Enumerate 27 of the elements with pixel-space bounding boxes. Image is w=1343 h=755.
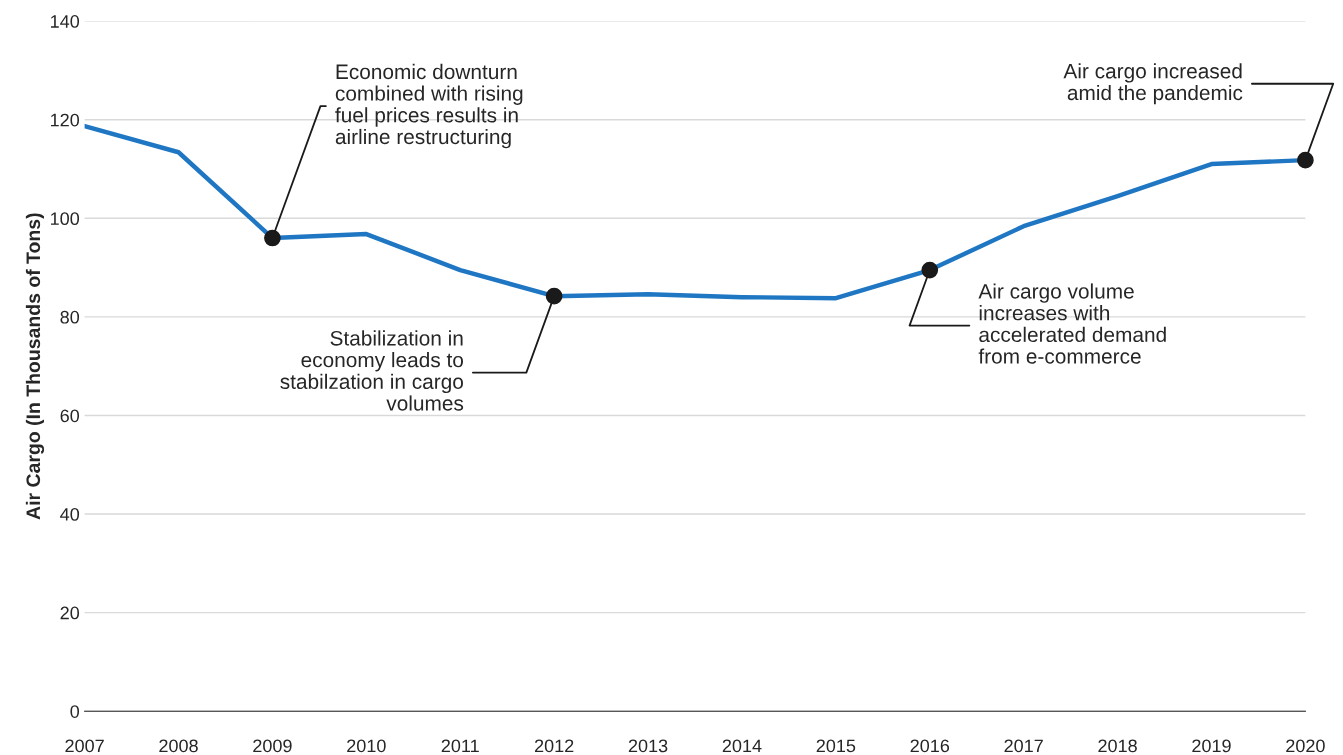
annotation: Stabilization in economy leads to stabilzation in cargo volumes <box>280 330 464 411</box>
y-tick-label: 140 <box>51 15 80 28</box>
y-tick-label: 100 <box>51 212 80 226</box>
y-tick-label: 40 <box>60 507 80 521</box>
x-tick-label: 2019 <box>1192 739 1231 753</box>
x-tick-label: 2010 <box>347 739 386 753</box>
x-tick-label: 2015 <box>816 739 856 753</box>
x-tick-label: 2012 <box>534 739 574 753</box>
x-tick-label: 2016 <box>910 739 950 753</box>
annotation: Air cargo increased amid the pandemic <box>1063 63 1243 105</box>
x-tick-label: 2020 <box>1286 739 1325 753</box>
x-tick-label: 2007 <box>65 739 104 753</box>
x-tick-label: 2009 <box>253 739 292 753</box>
y-tick-label: 80 <box>60 310 80 324</box>
x-tick-label: 2014 <box>722 739 762 753</box>
y-tick-label: 120 <box>51 113 80 127</box>
annotation: Economic downturn combined with rising fuel prices results in airline restructuring <box>335 63 523 149</box>
x-tick-label: 2018 <box>1098 739 1137 753</box>
x-tick-label: 2017 <box>1004 739 1043 753</box>
x-tick-label: 2013 <box>628 739 668 753</box>
annotation: Air cargo volume increases with accelerated demand from e-commerce <box>978 283 1166 364</box>
y-axis-title: Air Cargo (In Thousands of Tons) <box>25 213 45 520</box>
y-tick-label: 0 <box>70 705 80 718</box>
y-tick-label: 60 <box>60 409 80 423</box>
x-tick-label: 2008 <box>159 739 198 753</box>
x-tick-label: 2011 <box>441 739 479 753</box>
y-tick-label: 20 <box>60 606 80 620</box>
